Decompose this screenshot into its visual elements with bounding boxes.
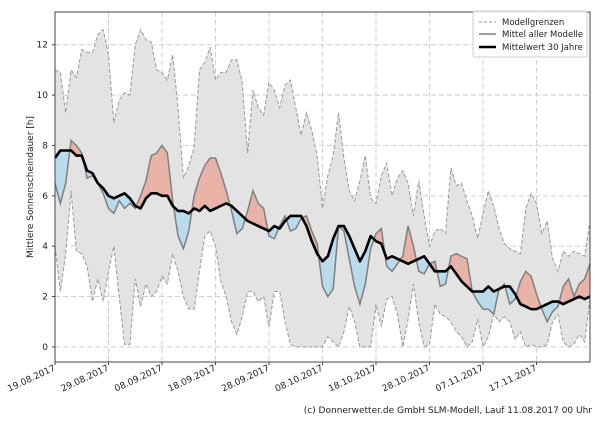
deviation-segment [525, 271, 532, 310]
deviation-segment [477, 291, 483, 310]
deviation-segment [290, 215, 296, 232]
footer-credit: (c) Donnerwetter.de GmbH SLM-Modell, Lau… [303, 406, 592, 416]
deviation-segment [252, 190, 259, 227]
deviation-segment [145, 155, 152, 199]
deviation-segment [156, 145, 162, 196]
y-tick-label: 4 [42, 242, 48, 252]
deviation-segment [579, 278, 585, 300]
y-tick-label: 2 [42, 293, 48, 303]
x-tick-label: 19.08.2017 [6, 364, 57, 395]
deviation-segment [178, 210, 184, 249]
climate-mean-line [53, 149, 591, 311]
deviation-segment [60, 150, 66, 204]
legend-label-model-mean: Mittel aller Modelle [502, 30, 583, 40]
x-tick-label: 29.08.2017 [60, 364, 111, 395]
deviation-segment [322, 256, 328, 297]
deviation-segment [220, 173, 227, 206]
deviation-segment [483, 286, 489, 310]
deviation-segment [258, 203, 264, 229]
upper-bound-line [54, 28, 591, 273]
y-tick-label: 0 [42, 343, 48, 353]
y-tick-label: 12 [37, 41, 48, 51]
deviation-segment [392, 256, 398, 272]
x-tick-label: 08.10.2017 [274, 364, 325, 395]
x-tick-label: 17.11.2017 [488, 364, 539, 395]
deviation-segment [531, 276, 537, 310]
deviation-segment [247, 190, 253, 224]
x-tick-label: 18.09.2017 [167, 364, 218, 395]
deviation-segment [408, 226, 414, 264]
x-tick-label: 28.10.2017 [381, 364, 432, 395]
deviation-segment [210, 158, 216, 211]
deviation-segment [488, 286, 494, 315]
x-tick-label: 08.09.2017 [113, 364, 164, 395]
deviation-segment [140, 180, 146, 209]
deviation-segment [547, 301, 553, 322]
deviation-segment [461, 256, 467, 287]
y-tick-label: 8 [42, 141, 48, 151]
deviation-segment [552, 301, 558, 312]
legend-box [472, 10, 588, 58]
y-tick-label: 10 [37, 91, 49, 101]
x-tick-label: 18.10.2017 [327, 364, 378, 395]
deviation-segment [194, 178, 200, 211]
deviation-segment [204, 158, 211, 211]
deviation-segment [269, 226, 275, 239]
deviation-segment [55, 150, 61, 204]
deviation-segment [376, 228, 382, 244]
deviation-segment [418, 256, 425, 274]
lower-bound-line [54, 190, 591, 349]
y-axis-label: Mittlere Sonnenscheindauer [h] [26, 116, 36, 258]
legend: Modellgrenzen Mittel aller Modelle Mitte… [472, 10, 588, 58]
deviation-segment [424, 256, 430, 274]
deviation-segment [162, 145, 168, 196]
x-tick-label: 28.09.2017 [220, 364, 271, 395]
deviation-segment [183, 210, 189, 249]
deviation-segment [359, 251, 366, 305]
deviation-segment [151, 153, 157, 194]
legend-label-bounds: Modellgrenzen [502, 18, 564, 28]
deviation-segment [440, 271, 446, 287]
y-tick-label: 6 [42, 192, 48, 202]
deviation-segment [236, 210, 243, 234]
deviation-segment [450, 253, 457, 274]
series-lines [53, 138, 591, 324]
legend-label-climate-mean: Mittelwert 30 Jahre [502, 43, 583, 53]
deviation-segment [584, 263, 590, 300]
deviation-segment [119, 193, 125, 209]
x-tick-label: 07.11.2017 [434, 364, 485, 395]
